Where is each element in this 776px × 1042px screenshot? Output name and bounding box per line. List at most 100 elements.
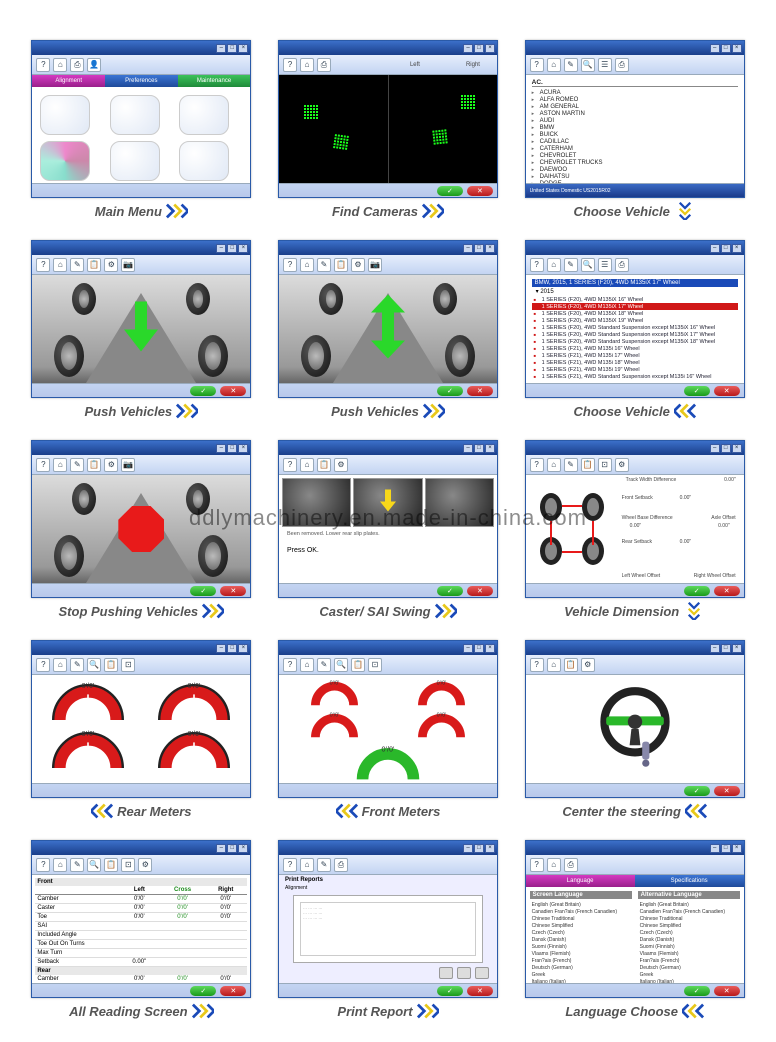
model-item[interactable]: 1 SERIES (F20), 4WD Standard Suspension …	[532, 338, 738, 345]
min-icon[interactable]: –	[710, 444, 720, 453]
close-icon[interactable]: ×	[485, 244, 495, 253]
help-icon[interactable]: ?	[36, 658, 50, 672]
i4[interactable]: 🔍	[581, 58, 595, 72]
make-item[interactable]: DAEWOO	[532, 166, 738, 173]
language-item[interactable]: Canadien Fran?ais (French Canadien)	[638, 908, 740, 915]
cancel-button[interactable]	[467, 986, 493, 996]
i4[interactable]: 📋	[581, 458, 595, 472]
help-icon[interactable]: ?	[283, 458, 297, 472]
model-item[interactable]: 1 SERIES (F20), 4WD Standard Suspension …	[532, 324, 738, 331]
make-item[interactable]: BMW	[532, 124, 738, 131]
cancel-button[interactable]	[467, 586, 493, 596]
pbtn-2[interactable]	[457, 967, 471, 979]
language-item[interactable]: Italiano (Italian)	[530, 978, 632, 983]
language-item[interactable]: Fran?ais (French)	[530, 957, 632, 964]
model-item[interactable]: 1 SERIES (F21), 4WD M135i 19" Wheel	[532, 366, 738, 373]
help-icon[interactable]: ?	[283, 258, 297, 272]
close-icon[interactable]: ×	[238, 844, 248, 853]
i3[interactable]: ✎	[70, 858, 84, 872]
i4[interactable]: 🔍	[87, 858, 101, 872]
min-icon[interactable]: –	[216, 244, 226, 253]
ok-button[interactable]	[437, 386, 463, 396]
i6[interactable]: ⎙	[615, 258, 629, 272]
min-icon[interactable]: –	[710, 244, 720, 253]
i4[interactable]: ⚙	[334, 458, 348, 472]
max-icon[interactable]: □	[721, 44, 731, 53]
language-item[interactable]: Chinese Simplified	[530, 922, 632, 929]
i3[interactable]: ✎	[70, 458, 84, 472]
home-icon[interactable]: ⌂	[300, 658, 314, 672]
i3[interactable]: ✎	[564, 458, 578, 472]
ok-button[interactable]	[684, 986, 710, 996]
home-icon[interactable]: ⌂	[300, 858, 314, 872]
menu-item-1[interactable]	[40, 95, 90, 135]
language-item[interactable]: English (Great Britain)	[530, 901, 632, 908]
print-icon[interactable]: ⎙	[70, 58, 84, 72]
ok-button[interactable]	[190, 586, 216, 596]
help-icon[interactable]: ?	[283, 858, 297, 872]
i6[interactable]: ⊡	[368, 658, 382, 672]
min-icon[interactable]: –	[463, 244, 473, 253]
cancel-button[interactable]	[467, 386, 493, 396]
cancel-button[interactable]	[714, 986, 740, 996]
tab-preferences[interactable]: Preferences	[105, 75, 178, 87]
max-icon[interactable]: □	[474, 44, 484, 53]
i5[interactable]: ⊡	[598, 458, 612, 472]
i3[interactable]: 📋	[564, 658, 578, 672]
max-icon[interactable]: □	[721, 444, 731, 453]
min-icon[interactable]: –	[710, 844, 720, 853]
close-icon[interactable]: ×	[485, 844, 495, 853]
cancel-button[interactable]	[220, 586, 246, 596]
i4[interactable]: 🔍	[87, 658, 101, 672]
i7[interactable]: ⚙	[138, 858, 152, 872]
make-item[interactable]: ALFA ROMEO	[532, 96, 738, 103]
tab-specs[interactable]: Specifications	[635, 875, 744, 887]
max-icon[interactable]: □	[227, 644, 237, 653]
help-icon[interactable]: ?	[283, 658, 297, 672]
ok-button[interactable]	[684, 786, 710, 796]
model-item[interactable]: 1 SERIES (F21), 4WD M135i 17" Wheel	[532, 352, 738, 359]
max-icon[interactable]: □	[474, 244, 484, 253]
min-icon[interactable]: –	[216, 444, 226, 453]
i4[interactable]: 📋	[87, 258, 101, 272]
help-icon[interactable]: ?	[530, 658, 544, 672]
make-item[interactable]: BUICK	[532, 131, 738, 138]
make-item[interactable]: CATERHAM	[532, 145, 738, 152]
home-icon[interactable]: ⌂	[300, 258, 314, 272]
model-item[interactable]: 1 SERIES (F21), 4WD M135i 16" Wheel	[532, 345, 738, 352]
max-icon[interactable]: □	[227, 844, 237, 853]
i3[interactable]: ✎	[70, 258, 84, 272]
model-item[interactable]: 1 SERIES (F20), 4WD M135iX 16" Wheel	[532, 296, 738, 303]
menu-item-4[interactable]	[40, 141, 90, 181]
help-icon[interactable]: ?	[36, 858, 50, 872]
ok-button[interactable]	[190, 986, 216, 996]
help-icon[interactable]: ?	[36, 58, 50, 72]
close-icon[interactable]: ×	[238, 444, 248, 453]
max-icon[interactable]: □	[721, 244, 731, 253]
i5[interactable]: 📋	[351, 658, 365, 672]
close-icon[interactable]: ×	[238, 644, 248, 653]
close-icon[interactable]: ×	[485, 644, 495, 653]
language-item[interactable]: Dansk (Danish)	[638, 936, 740, 943]
close-icon[interactable]: ×	[732, 244, 742, 253]
model-item[interactable]: 1 SERIES (F20), 4WD M135iX 17" Wheel	[532, 303, 738, 310]
help-icon[interactable]: ?	[530, 858, 544, 872]
ok-button[interactable]	[684, 386, 710, 396]
cancel-button[interactable]	[714, 586, 740, 596]
min-icon[interactable]: –	[216, 44, 226, 53]
i4[interactable]: 🔍	[581, 258, 595, 272]
cancel-button[interactable]	[220, 986, 246, 996]
make-item[interactable]: ACURA	[532, 89, 738, 96]
home-icon[interactable]: ⌂	[300, 58, 314, 72]
i3[interactable]: ✎	[564, 58, 578, 72]
i3[interactable]: ⎙	[564, 858, 578, 872]
ok-button[interactable]	[190, 386, 216, 396]
i4[interactable]: ⎙	[334, 858, 348, 872]
i6[interactable]: ⊡	[121, 858, 135, 872]
print-icon[interactable]: ⎙	[317, 58, 331, 72]
model-item[interactable]: 1 SERIES (F20), 4WD Standard Suspension …	[532, 331, 738, 338]
tab-maintenance[interactable]: Maintenance	[178, 75, 251, 87]
i6[interactable]: 📷	[368, 258, 382, 272]
home-icon[interactable]: ⌂	[547, 458, 561, 472]
make-item[interactable]: ASTON MARTIN	[532, 110, 738, 117]
